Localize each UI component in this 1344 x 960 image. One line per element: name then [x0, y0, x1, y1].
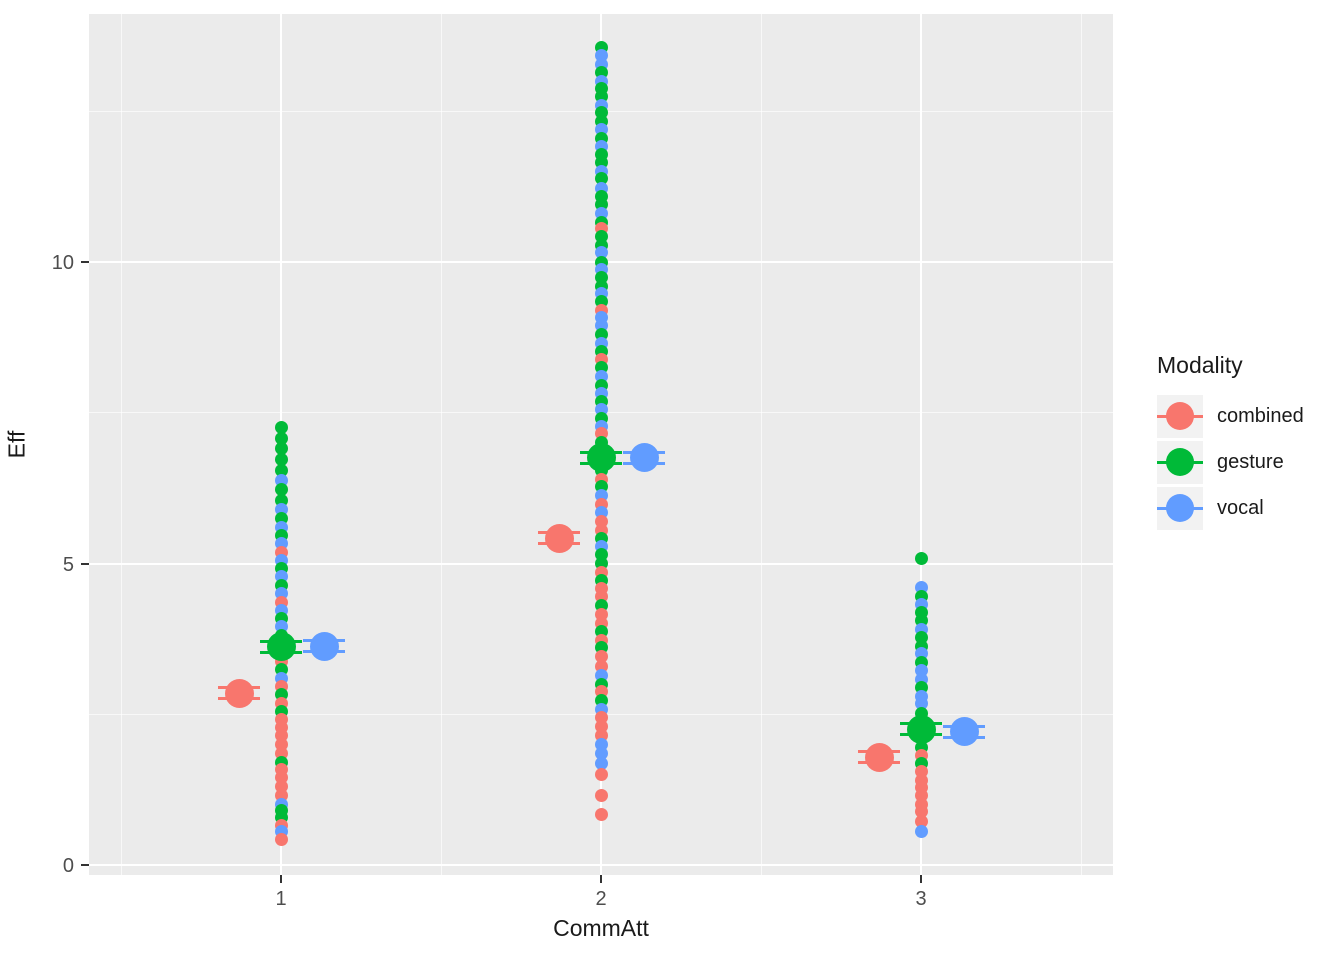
y-tick-mark — [81, 864, 89, 866]
data-point-vocal — [914, 825, 928, 839]
legend-point-icon — [1166, 494, 1194, 522]
mean-point-vocal — [629, 443, 659, 473]
x-tick-mark — [920, 875, 922, 883]
data-point-combined — [274, 833, 288, 847]
mean-point-gesture — [906, 714, 936, 744]
x-tick-label: 1 — [275, 888, 287, 910]
mean-point-vocal — [309, 631, 339, 661]
data-point-gesture — [274, 421, 288, 435]
legend-point-icon — [1166, 402, 1194, 430]
x-tick-label: 2 — [595, 888, 607, 910]
data-point-vocal — [594, 746, 608, 760]
mean-point-gesture — [266, 632, 296, 662]
mean-point-combined — [864, 742, 894, 772]
data-point-gesture — [914, 552, 928, 566]
data-point-gesture — [274, 483, 288, 497]
gridline-minor-v — [760, 14, 762, 875]
legend-label: combined — [1217, 405, 1304, 427]
gridline-minor-v — [440, 14, 442, 875]
legend-title: Modality — [1157, 352, 1243, 378]
x-tick-mark — [280, 875, 282, 883]
legend-item-vocal: vocal — [1157, 487, 1327, 530]
data-point-gesture — [274, 442, 288, 456]
legend-label: vocal — [1217, 497, 1264, 519]
gridline-minor-v — [1080, 14, 1082, 875]
y-tick-label: 0 — [62, 855, 74, 877]
data-point-gesture — [274, 431, 288, 445]
data-point-gesture — [274, 452, 288, 466]
y-tick-label: 5 — [62, 553, 74, 576]
gridline-major-v — [920, 14, 922, 875]
mean-point-vocal — [949, 717, 979, 747]
data-point-combined — [594, 807, 608, 821]
y-axis-title: Eff — [3, 430, 30, 459]
data-point-combined — [914, 815, 928, 829]
data-point-vocal — [594, 757, 608, 771]
data-point-gesture — [274, 463, 288, 477]
legend-key — [1157, 441, 1203, 484]
gridline-minor-v — [120, 14, 122, 875]
y-tick-mark — [81, 261, 89, 263]
mean-point-combined — [224, 678, 254, 708]
mean-point-gesture — [586, 443, 616, 473]
x-tick-label: 3 — [915, 888, 927, 910]
legend-label: gesture — [1217, 451, 1284, 473]
x-axis-title: CommAtt — [553, 915, 649, 941]
legend-item-gesture: gesture — [1157, 441, 1327, 484]
x-tick-mark — [600, 875, 602, 883]
legend-point-icon — [1166, 448, 1194, 476]
legend-item-combined: combined — [1157, 395, 1327, 438]
y-tick-mark — [81, 562, 89, 565]
data-point-combined — [594, 788, 608, 802]
legend-key — [1157, 487, 1203, 530]
y-tick-label: 10 — [51, 252, 74, 274]
legend-key — [1157, 395, 1203, 438]
mean-point-combined — [544, 523, 574, 553]
data-point-combined — [594, 768, 608, 782]
